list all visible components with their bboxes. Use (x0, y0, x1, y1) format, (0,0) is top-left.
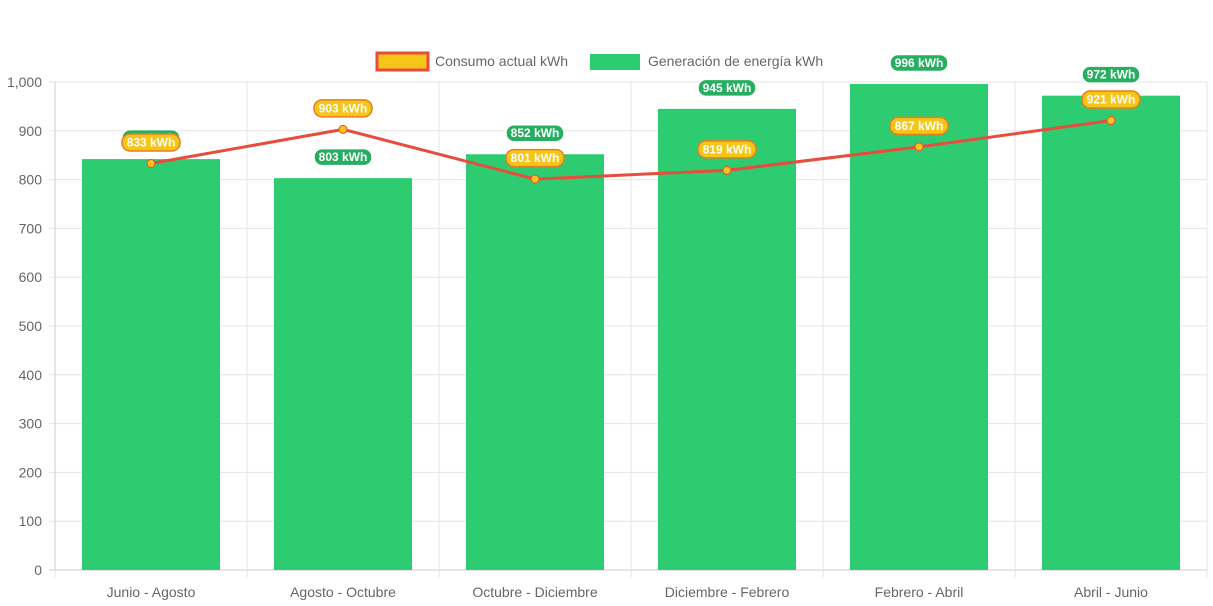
x-tick-label: Febrero - Abril (875, 584, 964, 600)
x-tick-label: Agosto - Octubre (290, 584, 396, 600)
data-label-generacion-bg (697, 78, 757, 98)
bar-generacion (466, 154, 604, 570)
data-label-generacion: 852 kWh (511, 126, 560, 140)
x-tick-label: Abril - Junio (1074, 584, 1148, 600)
point-consumo (530, 174, 540, 184)
data-label-generacion: 803 kWh (319, 150, 368, 164)
bar-generacion (274, 178, 412, 571)
data-label-consumo-bg (1081, 90, 1141, 109)
data-label-consumo-bg (121, 133, 181, 152)
bar-generacion (1042, 95, 1180, 570)
consumption-line (146, 116, 1116, 184)
y-tick-label: 200 (19, 464, 43, 480)
data-label-consumo-bg (889, 116, 949, 136)
point-consumo (146, 158, 156, 168)
data-label-consumo: 819 kWh (703, 142, 752, 156)
legend-swatch-consumo (375, 51, 430, 72)
bar-generacion (850, 83, 988, 571)
generation-bars (82, 83, 1180, 571)
point-consumo (1106, 116, 1116, 126)
data-label-generacion-bg (1081, 65, 1141, 84)
bar-generacion (82, 159, 220, 570)
data-label-generacion-bg (889, 53, 949, 73)
grid (49, 81, 1208, 578)
data-label-consumo: 833 kWh (127, 135, 176, 149)
bar-generacion (658, 108, 796, 570)
x-tick-label: Junio - Agosto (107, 584, 196, 600)
data-label-generacion: 972 kWh (1087, 68, 1136, 82)
legend[interactable]: Consumo actual kWh Generación de energía… (375, 51, 823, 72)
point-consumo (914, 142, 924, 152)
y-tick-label: 400 (19, 367, 43, 383)
data-label-consumo: 867 kWh (895, 119, 944, 133)
y-tick-label: 0 (34, 562, 42, 578)
x-tick-label: Diciembre - Febrero (665, 584, 790, 600)
y-tick-label: 900 (19, 123, 43, 139)
point-consumo (722, 165, 732, 175)
data-label-generacion-bg (313, 147, 373, 167)
legend-label-generacion: Generación de energía kWh (648, 53, 823, 69)
data-label-consumo: 903 kWh (319, 101, 368, 115)
line-consumo (150, 119, 1112, 181)
data-label-consumo: 921 kWh (1087, 93, 1136, 107)
legend-item-generacion[interactable]: Generación de energía kWh (590, 53, 823, 70)
data-label-generacion-bg (505, 123, 565, 143)
data-label-consumo-bg (505, 148, 565, 168)
y-tick-label: 500 (19, 318, 43, 334)
y-tick-label: 100 (19, 513, 43, 529)
data-label-consumo-bg (697, 140, 757, 159)
data-label-generacion: 996 kWh (895, 56, 944, 70)
data-label-consumo: 801 kWh (511, 151, 560, 165)
y-tick-label: 600 (19, 269, 43, 285)
legend-label-consumo: Consumo actual kWh (435, 53, 568, 69)
data-label-generacion: 945 kWh (703, 81, 752, 95)
legend-item-consumo[interactable]: Consumo actual kWh (375, 51, 568, 72)
x-tick-label: Octubre - Diciembre (472, 584, 597, 600)
point-consumo (338, 124, 348, 134)
y-tick-label: 300 (19, 416, 43, 432)
x-axis: Junio - Agosto Agosto - Octubre Octubre - … (107, 584, 1149, 600)
y-tick-label: 700 (19, 220, 43, 236)
y-axis: 0 100 200 300 400 500 600 700 800 900 1,000 (7, 74, 56, 578)
y-tick-label: 800 (19, 172, 43, 188)
data-label-consumo-bg (313, 99, 373, 118)
y-tick-label: 1,000 (7, 74, 42, 90)
legend-swatch-generacion (590, 54, 640, 70)
